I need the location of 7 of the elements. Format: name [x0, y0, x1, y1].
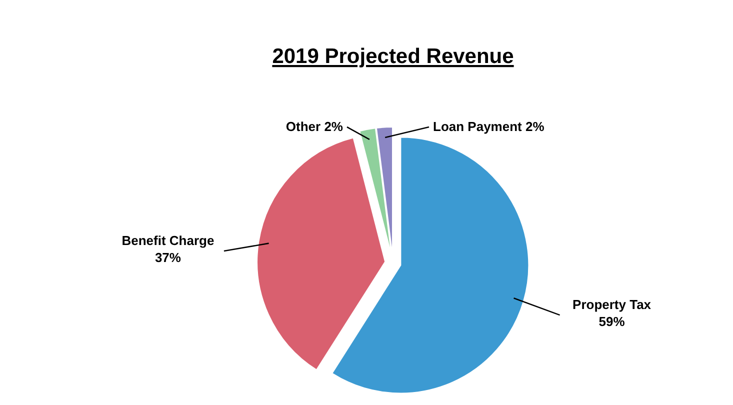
data-label: 59%: [598, 314, 626, 330]
data-label: 37%: [154, 250, 182, 265]
slice-label: Property Tax: [572, 297, 652, 312]
slice-label: Other 2%: [286, 119, 344, 134]
chart-title: 2019 Projected Revenue: [272, 45, 514, 68]
slice-label: Loan Payment 2%: [433, 119, 545, 134]
slice-label: Benefit Charge: [122, 232, 214, 248]
